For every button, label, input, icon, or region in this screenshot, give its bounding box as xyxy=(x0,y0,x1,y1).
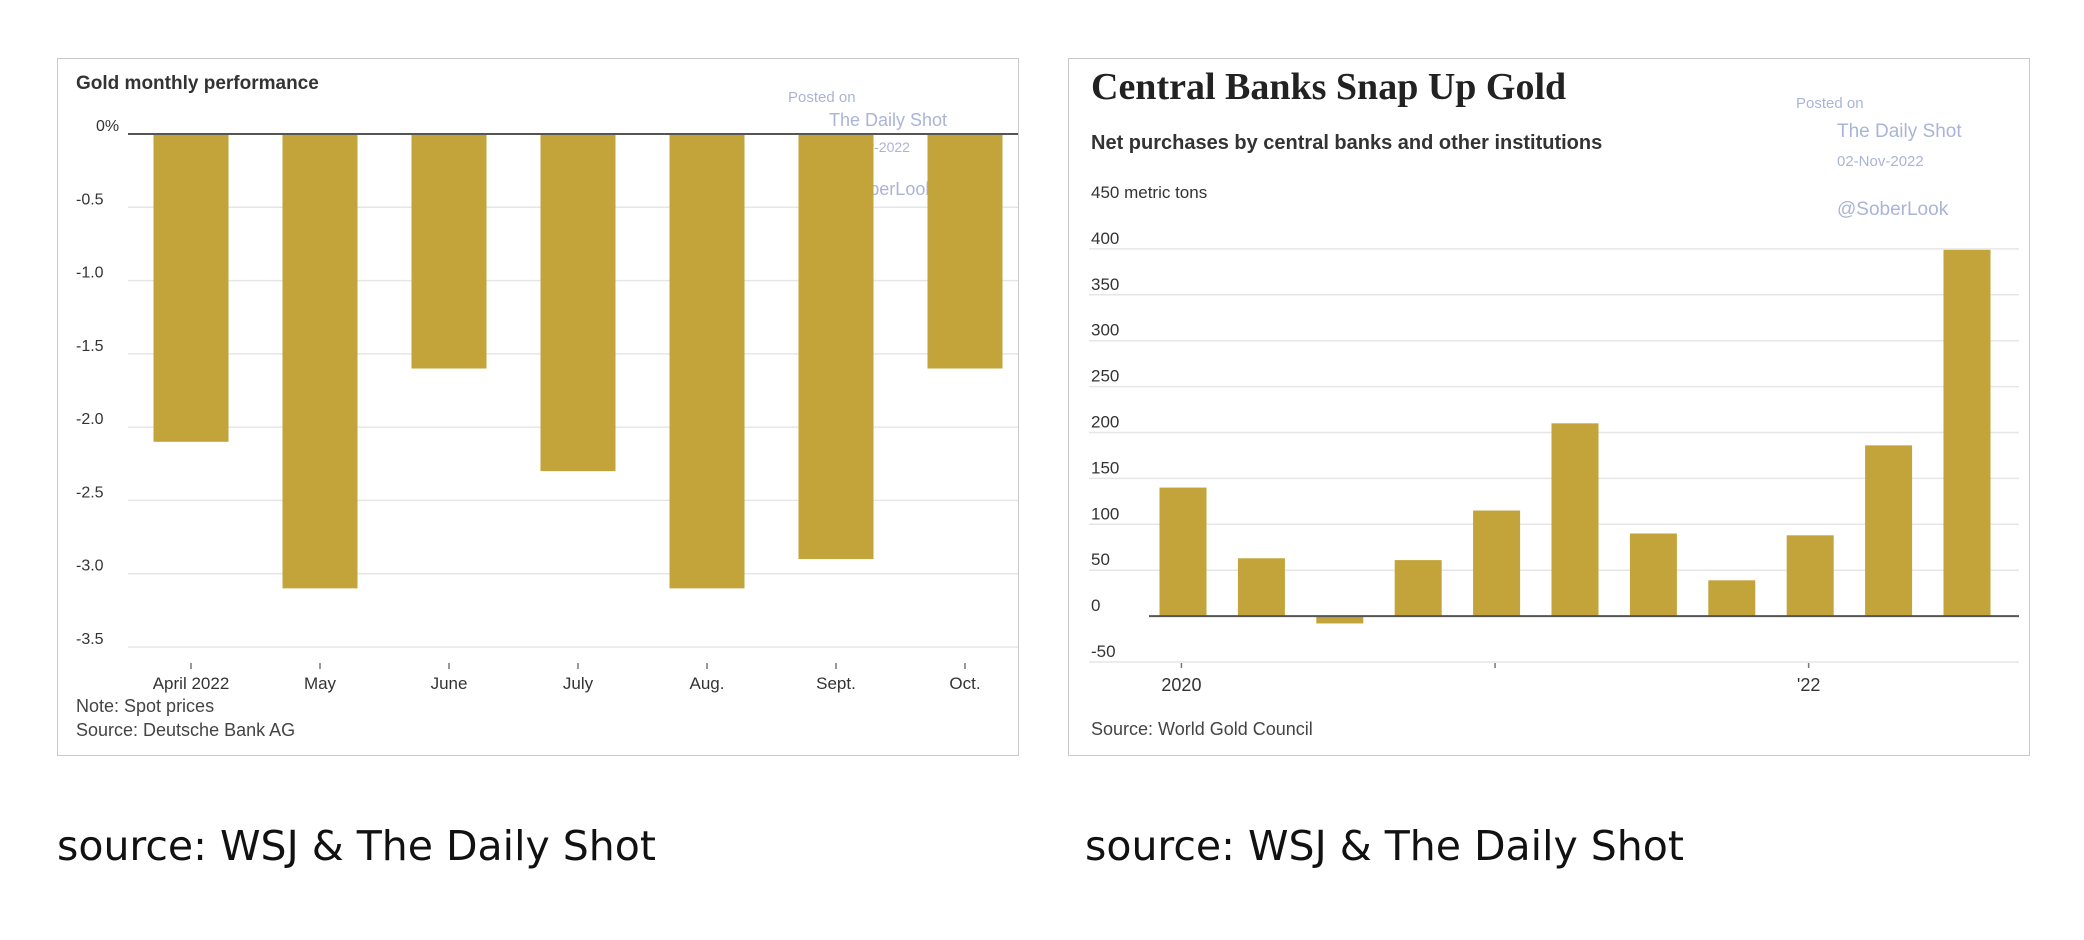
gold-performance-chart-panel: Gold monthly performance Posted on The D… xyxy=(57,58,1019,756)
bar xyxy=(1786,535,1834,617)
bar xyxy=(411,134,487,369)
y-tick-label: 300 xyxy=(1091,321,1119,340)
y-tick-label: -50 xyxy=(1091,642,1116,661)
watermark-handle: @SoberLook xyxy=(1837,199,1949,220)
bar xyxy=(1473,510,1521,617)
watermark-site: The Daily Shot xyxy=(1837,121,1962,142)
y-tick-label: 250 xyxy=(1091,367,1119,386)
chart-source: Source: World Gold Council xyxy=(1091,719,1313,739)
y-tick-label: -3.0 xyxy=(76,558,104,575)
watermark-posted-on: Posted on xyxy=(1796,95,1864,112)
chart-note: Note: Spot prices xyxy=(76,696,214,716)
y-tick-label: 400 xyxy=(1091,229,1119,248)
y-tick-label: -1.0 xyxy=(76,265,104,282)
chart-subtitle: Net purchases by central banks and other… xyxy=(1091,132,1602,154)
x-tick-label: 2020 xyxy=(1161,675,1201,695)
central-banks-chart: Central Banks Snap Up Gold Net purchases… xyxy=(1089,66,2019,739)
bar xyxy=(1551,423,1599,617)
y-tick-label: 50 xyxy=(1091,550,1110,569)
bar xyxy=(1865,445,1913,617)
bar xyxy=(1708,580,1756,617)
bar xyxy=(1237,558,1285,617)
y-tick-label: -3.5 xyxy=(76,631,104,648)
x-tick-label: May xyxy=(304,674,337,693)
watermark-site: The Daily Shot xyxy=(829,110,947,130)
y-tick-label: -2.5 xyxy=(76,484,104,501)
watermark-date: 02-Nov-2022 xyxy=(1837,153,1924,170)
y-tick-label: 0 xyxy=(1091,596,1100,615)
bar xyxy=(1943,249,1991,617)
y-tick-label: -0.5 xyxy=(76,191,104,208)
caption-left: source: WSJ & The Daily Shot xyxy=(57,822,656,870)
bar xyxy=(1629,533,1677,617)
caption-right: source: WSJ & The Daily Shot xyxy=(1085,822,1684,870)
bar xyxy=(669,134,745,589)
bar xyxy=(1394,560,1442,617)
bar xyxy=(153,134,229,442)
x-tick-label: Sept. xyxy=(816,674,856,693)
x-tick-label: Oct. xyxy=(949,674,980,693)
central-banks-chart-panel: Central Banks Snap Up Gold Net purchases… xyxy=(1068,58,2030,756)
y-tick-label: -2.0 xyxy=(76,411,104,428)
x-tick-label: June xyxy=(431,674,468,693)
bar xyxy=(540,134,616,472)
y-tick-label: 150 xyxy=(1091,458,1119,477)
bar xyxy=(1316,616,1364,624)
x-tick-label: April 2022 xyxy=(153,674,230,693)
watermark-posted-on: Posted on xyxy=(788,89,856,106)
gold-performance-chart: Gold monthly performance Posted on The D… xyxy=(76,73,1018,740)
bar xyxy=(927,134,1003,369)
y-tick-label: 100 xyxy=(1091,504,1119,523)
chart-source: Source: Deutsche Bank AG xyxy=(76,720,295,740)
x-tick-label: '22 xyxy=(1797,675,1820,695)
x-tick-label: Aug. xyxy=(690,674,725,693)
y-tick-label: 350 xyxy=(1091,275,1119,294)
bar xyxy=(282,134,358,589)
x-tick-label: July xyxy=(563,674,594,693)
y-tick-label: 450 metric tons xyxy=(1091,183,1207,202)
y-tick-label: 0% xyxy=(96,118,119,135)
y-tick-label: -1.5 xyxy=(76,338,104,355)
chart-title: Gold monthly performance xyxy=(76,73,319,94)
bar xyxy=(798,134,874,560)
chart-title: Central Banks Snap Up Gold xyxy=(1091,66,1566,108)
bar xyxy=(1159,487,1207,617)
y-tick-label: 200 xyxy=(1091,413,1119,432)
